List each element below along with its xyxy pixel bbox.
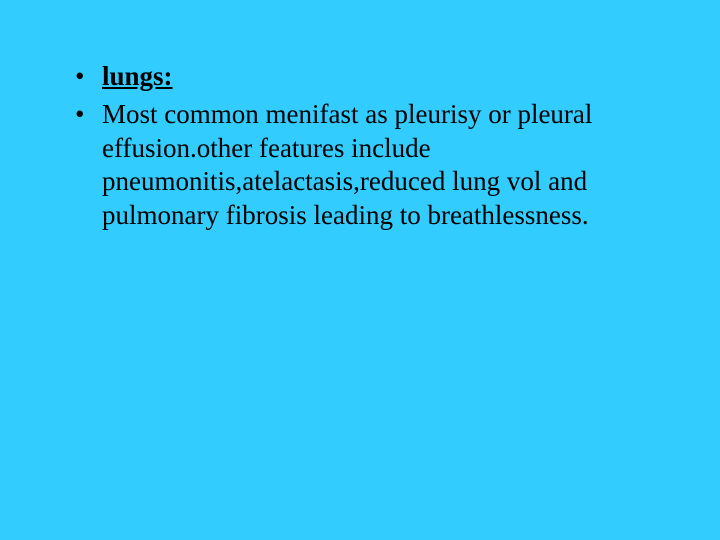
bullet-list: lungs: Most common menifast as pleurisy … <box>70 60 650 233</box>
bullet-item-body: Most common menifast as pleurisy or pleu… <box>70 98 650 233</box>
body-text: Most common menifast as pleurisy or pleu… <box>102 99 592 230</box>
heading-text: lungs: <box>102 61 173 91</box>
bullet-item-heading: lungs: <box>70 60 650 94</box>
